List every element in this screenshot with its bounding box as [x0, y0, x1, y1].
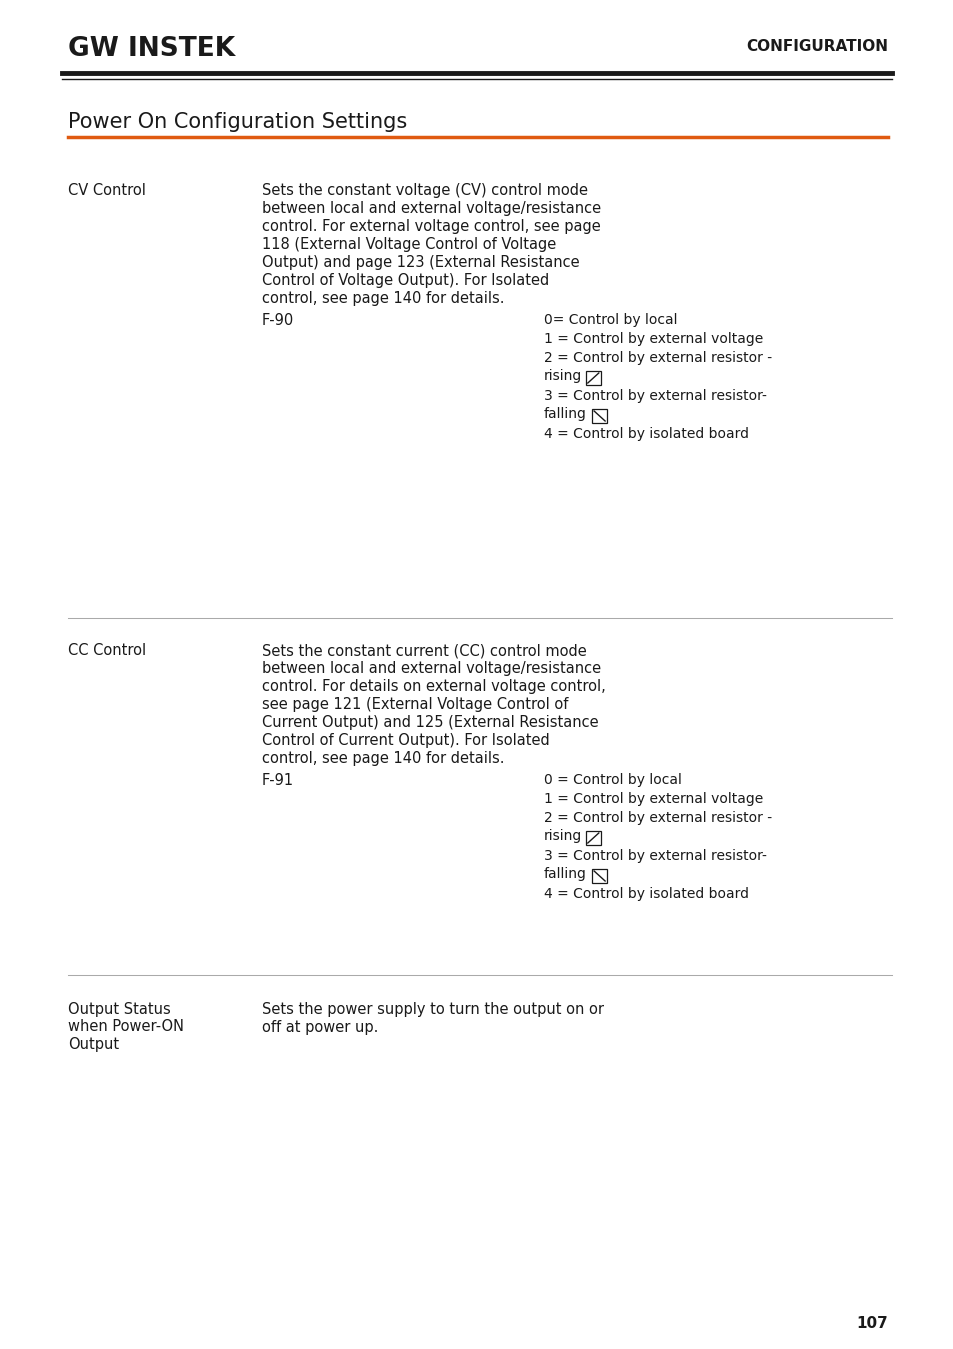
Text: 0= Control by local: 0= Control by local — [543, 313, 677, 326]
Text: rising: rising — [543, 370, 581, 383]
Text: F-91: F-91 — [262, 773, 294, 788]
Bar — [585, 831, 600, 844]
Text: 4 = Control by isolated board: 4 = Control by isolated board — [543, 888, 748, 901]
Text: between local and external voltage/resistance: between local and external voltage/resis… — [262, 661, 600, 676]
Text: control. For details on external voltage control,: control. For details on external voltage… — [262, 679, 605, 693]
Bar — [592, 409, 606, 424]
Text: Output Status
when Power-ON
Output: Output Status when Power-ON Output — [68, 1002, 184, 1052]
Text: F-90: F-90 — [262, 313, 294, 328]
Bar — [585, 371, 600, 384]
Text: control, see page 140 for details.: control, see page 140 for details. — [262, 291, 504, 306]
Text: CC Control: CC Control — [68, 643, 146, 658]
Text: Sets the constant voltage (CV) control mode: Sets the constant voltage (CV) control m… — [262, 183, 587, 198]
Text: 2 = Control by external resistor -: 2 = Control by external resistor - — [543, 811, 771, 826]
Text: Sets the constant current (CC) control mode: Sets the constant current (CC) control m… — [262, 643, 586, 658]
Text: control. For external voltage control, see page: control. For external voltage control, s… — [262, 219, 600, 233]
Text: Output) and page 123 (External Resistance: Output) and page 123 (External Resistanc… — [262, 255, 579, 270]
Text: falling: falling — [543, 867, 586, 881]
Text: 1 = Control by external voltage: 1 = Control by external voltage — [543, 332, 762, 345]
Text: 3 = Control by external resistor-: 3 = Control by external resistor- — [543, 849, 766, 863]
Text: 2 = Control by external resistor -: 2 = Control by external resistor - — [543, 351, 771, 366]
Text: 0 = Control by local: 0 = Control by local — [543, 773, 681, 786]
Text: 1 = Control by external voltage: 1 = Control by external voltage — [543, 792, 762, 805]
Text: between local and external voltage/resistance: between local and external voltage/resis… — [262, 201, 600, 216]
Text: off at power up.: off at power up. — [262, 1020, 378, 1035]
Text: 107: 107 — [856, 1317, 887, 1331]
Text: Current Output) and 125 (External Resistance: Current Output) and 125 (External Resist… — [262, 715, 598, 730]
Text: see page 121 (External Voltage Control of: see page 121 (External Voltage Control o… — [262, 697, 568, 712]
Text: CV Control: CV Control — [68, 183, 146, 198]
Text: rising: rising — [543, 830, 581, 843]
Text: control, see page 140 for details.: control, see page 140 for details. — [262, 751, 504, 766]
Text: Power On Configuration Settings: Power On Configuration Settings — [68, 112, 407, 132]
Text: Control of Voltage Output). For Isolated: Control of Voltage Output). For Isolated — [262, 272, 549, 287]
Bar — [592, 869, 606, 884]
Text: 118 (External Voltage Control of Voltage: 118 (External Voltage Control of Voltage — [262, 237, 556, 252]
Text: 3 = Control by external resistor-: 3 = Control by external resistor- — [543, 389, 766, 403]
Text: CONFIGURATION: CONFIGURATION — [745, 39, 887, 54]
Text: falling: falling — [543, 407, 586, 421]
Text: Control of Current Output). For Isolated: Control of Current Output). For Isolated — [262, 733, 549, 747]
Text: GW INSTEK: GW INSTEK — [68, 36, 234, 62]
Text: 4 = Control by isolated board: 4 = Control by isolated board — [543, 428, 748, 441]
Text: Sets the power supply to turn the output on or: Sets the power supply to turn the output… — [262, 1002, 603, 1017]
